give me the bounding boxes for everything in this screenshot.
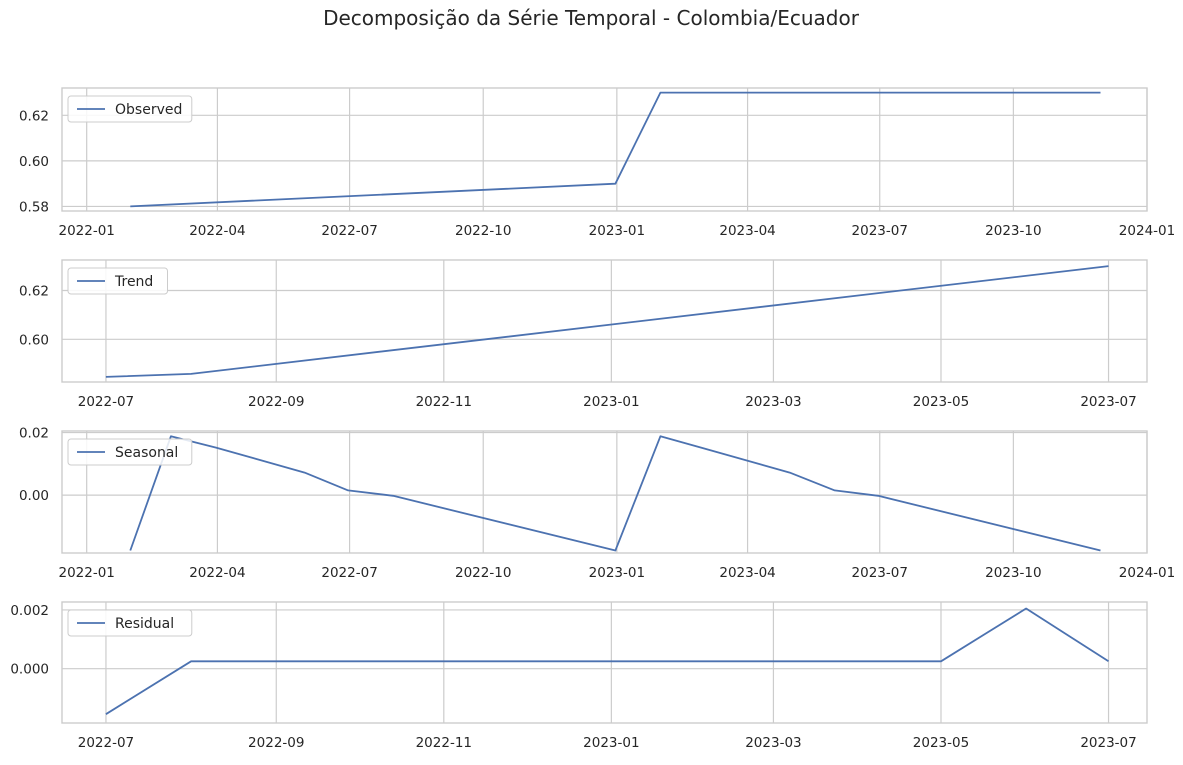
subplot-2: 2022-01 2022-04 2022-07 2022-10 2023-01 2023-… (19, 426, 1175, 581)
plot-area (62, 431, 1147, 553)
x-tick-label: 2022-01 (58, 565, 114, 581)
subplot-1: 2022-07 2022-09 2022-11 2023-01 2023-03 2023-… (19, 259, 1148, 410)
y-tick-label: 0.60 (19, 154, 49, 170)
series-line-seasonal (129, 435, 1101, 552)
x-tick-label: 2022-07 (78, 394, 134, 410)
legend-label: Seasonal (115, 445, 178, 461)
x-tick-label: 2023-04 (719, 223, 775, 239)
x-tick-label: 2023-07 (1080, 394, 1136, 410)
x-tick-label: 2023-03 (745, 394, 801, 410)
legend-label: Trend (114, 274, 153, 290)
x-tick-label: 2023-01 (583, 394, 639, 410)
y-tick-label: 0.002 (10, 603, 49, 619)
legend: Observed (67, 95, 193, 123)
legend: Seasonal (67, 438, 193, 466)
x-tick-label: 2024-01 (1119, 223, 1175, 239)
y-tick-label: 0.000 (10, 662, 49, 678)
x-tick-label: 2023-03 (745, 735, 801, 751)
y-tick-label: 0.62 (19, 284, 49, 300)
subplots: 2022-01 2022-04 2022-07 2022-10 2023-01 2023-… (10, 87, 1175, 751)
series-line-trend (105, 265, 1109, 378)
series-line-residual (105, 607, 1109, 715)
plot-area (62, 88, 1147, 211)
legend-box (67, 267, 168, 295)
plot-area (62, 260, 1147, 382)
x-tick-label: 2023-01 (589, 565, 645, 581)
legend-label: Residual (115, 616, 174, 632)
axes-frame (61, 430, 1148, 554)
subplot-0: 2022-01 2022-04 2022-07 2022-10 2023-01 2023-… (19, 87, 1175, 239)
y-tick-label: 0.60 (19, 332, 49, 348)
plot-area (62, 602, 1147, 723)
axes-frame (61, 87, 1148, 212)
figure-title: Decomposição da Série Temporal - Colombi… (323, 6, 860, 30)
x-tick-label: 2022-04 (189, 223, 245, 239)
legend: Residual (67, 609, 193, 637)
x-tick-label: 2022-10 (455, 223, 511, 239)
y-tick-label: 0.00 (19, 488, 49, 504)
x-tick-label: 2023-07 (1080, 735, 1136, 751)
x-tick-label: 2022-07 (321, 223, 377, 239)
x-tick-label: 2022-09 (248, 394, 304, 410)
legend-label: Observed (115, 102, 182, 118)
x-tick-label: 2022-10 (455, 565, 511, 581)
x-tick-label: 2023-01 (583, 735, 639, 751)
x-tick-label: 2023-01 (589, 223, 645, 239)
legend-box (67, 438, 193, 466)
axes-frame (61, 259, 1148, 383)
subplot-3: 2022-07 2022-09 2022-11 2023-01 2023-03 2023-… (10, 601, 1148, 751)
x-tick-label: 2023-04 (719, 565, 775, 581)
legend-box (67, 95, 193, 123)
x-tick-label: 2022-01 (58, 223, 114, 239)
y-tick-label: 0.62 (19, 108, 49, 124)
x-tick-label: 2022-09 (248, 735, 304, 751)
y-tick-label: 0.02 (19, 426, 49, 442)
x-tick-label: 2023-05 (913, 735, 969, 751)
x-tick-label: 2022-04 (189, 565, 245, 581)
series-line-observed (130, 91, 1101, 208)
x-tick-label: 2022-11 (416, 735, 472, 751)
legend-box (67, 609, 193, 637)
x-tick-label: 2023-10 (985, 223, 1041, 239)
y-tick-label: 0.58 (19, 199, 49, 215)
x-tick-label: 2024-01 (1119, 565, 1175, 581)
x-tick-label: 2023-07 (852, 223, 908, 239)
x-tick-label: 2023-10 (985, 565, 1041, 581)
legend: Trend (67, 267, 168, 295)
axes-frame (61, 601, 1148, 724)
x-tick-label: 2022-07 (78, 735, 134, 751)
x-tick-label: 2022-11 (416, 394, 472, 410)
x-tick-label: 2022-07 (321, 565, 377, 581)
x-tick-label: 2023-05 (913, 394, 969, 410)
x-tick-label: 2023-07 (852, 565, 908, 581)
